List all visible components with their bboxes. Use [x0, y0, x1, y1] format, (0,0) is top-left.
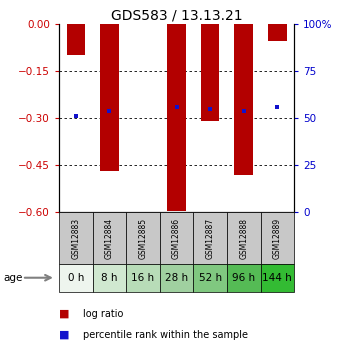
Text: ■: ■ — [59, 330, 70, 339]
Text: GSM12887: GSM12887 — [206, 217, 215, 259]
Bar — [201, 24, 219, 121]
Text: GSM12888: GSM12888 — [239, 218, 248, 258]
Bar — [227, 212, 261, 264]
Text: ■: ■ — [59, 309, 70, 319]
Text: GSM12883: GSM12883 — [71, 217, 80, 259]
Text: GSM12886: GSM12886 — [172, 217, 181, 259]
Bar — [59, 264, 93, 292]
Bar — [126, 264, 160, 292]
Text: log ratio: log ratio — [83, 309, 123, 319]
Text: percentile rank within the sample: percentile rank within the sample — [83, 330, 248, 339]
Text: 52 h: 52 h — [199, 273, 222, 283]
Bar — [126, 212, 160, 264]
Text: GSM12884: GSM12884 — [105, 217, 114, 259]
Bar — [160, 212, 193, 264]
Bar — [59, 212, 93, 264]
Bar — [268, 24, 287, 41]
Bar — [67, 24, 85, 56]
Bar — [193, 264, 227, 292]
Bar — [261, 212, 294, 264]
Title: GDS583 / 13.13.21: GDS583 / 13.13.21 — [111, 9, 242, 23]
Text: 144 h: 144 h — [262, 273, 292, 283]
Bar — [235, 24, 253, 175]
Bar — [261, 264, 294, 292]
Text: 8 h: 8 h — [101, 273, 118, 283]
Text: 0 h: 0 h — [68, 273, 84, 283]
Text: GSM12889: GSM12889 — [273, 217, 282, 259]
Text: age: age — [3, 273, 23, 283]
Bar — [93, 212, 126, 264]
Bar — [193, 212, 227, 264]
Text: 16 h: 16 h — [131, 273, 154, 283]
Bar — [167, 24, 186, 210]
Bar — [227, 264, 261, 292]
Text: 96 h: 96 h — [232, 273, 255, 283]
Bar — [100, 24, 119, 171]
Text: 28 h: 28 h — [165, 273, 188, 283]
Bar — [93, 264, 126, 292]
Bar — [160, 264, 193, 292]
Text: GSM12885: GSM12885 — [139, 217, 148, 259]
